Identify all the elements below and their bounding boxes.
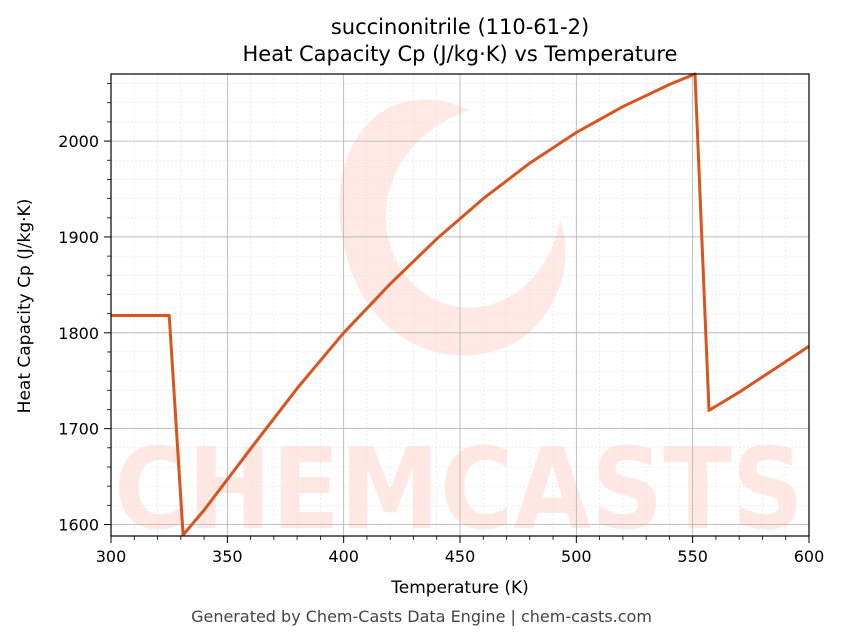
chart-title-line2: Heat Capacity Cp (J/kg·K) vs Temperature bbox=[243, 42, 678, 66]
footer-credit: Generated by Chem-Casts Data Engine | ch… bbox=[191, 607, 652, 626]
x-tick-label: 550 bbox=[677, 547, 708, 566]
cp-series-line bbox=[111, 72, 810, 537]
watermark-swirl bbox=[339, 99, 566, 356]
y-tick-label: 1800 bbox=[58, 324, 99, 343]
y-tick-label: 1900 bbox=[58, 228, 99, 247]
y-axis-ticks: 1600 1700 1800 1900 2000 bbox=[58, 132, 111, 534]
watermark-text: CHEMCASTS bbox=[114, 425, 804, 555]
x-tick-label: 450 bbox=[445, 547, 476, 566]
x-tick-label: 350 bbox=[212, 547, 243, 566]
chart-title-line1: succinonitrile (110-61-2) bbox=[331, 15, 589, 39]
minor-ticks bbox=[107, 83, 787, 540]
x-tick-label: 300 bbox=[96, 547, 127, 566]
x-tick-label: 500 bbox=[561, 547, 592, 566]
chart: CHEMCASTS 300 350 400 450 500 550 600 1600 1700… bbox=[15, 15, 825, 598]
y-tick-label: 1600 bbox=[58, 515, 99, 534]
x-tick-label: 600 bbox=[794, 547, 825, 566]
x-tick-label: 400 bbox=[328, 547, 359, 566]
y-axis-label: Heat Capacity Cp (J/kg·K) bbox=[15, 199, 35, 414]
x-axis-ticks: 300 350 400 450 500 550 600 bbox=[96, 536, 825, 566]
y-tick-label: 2000 bbox=[58, 132, 99, 151]
x-axis-label: Temperature (K) bbox=[390, 578, 529, 598]
chemcasts-watermark: CHEMCASTS bbox=[114, 99, 804, 555]
y-tick-label: 1700 bbox=[58, 420, 99, 439]
